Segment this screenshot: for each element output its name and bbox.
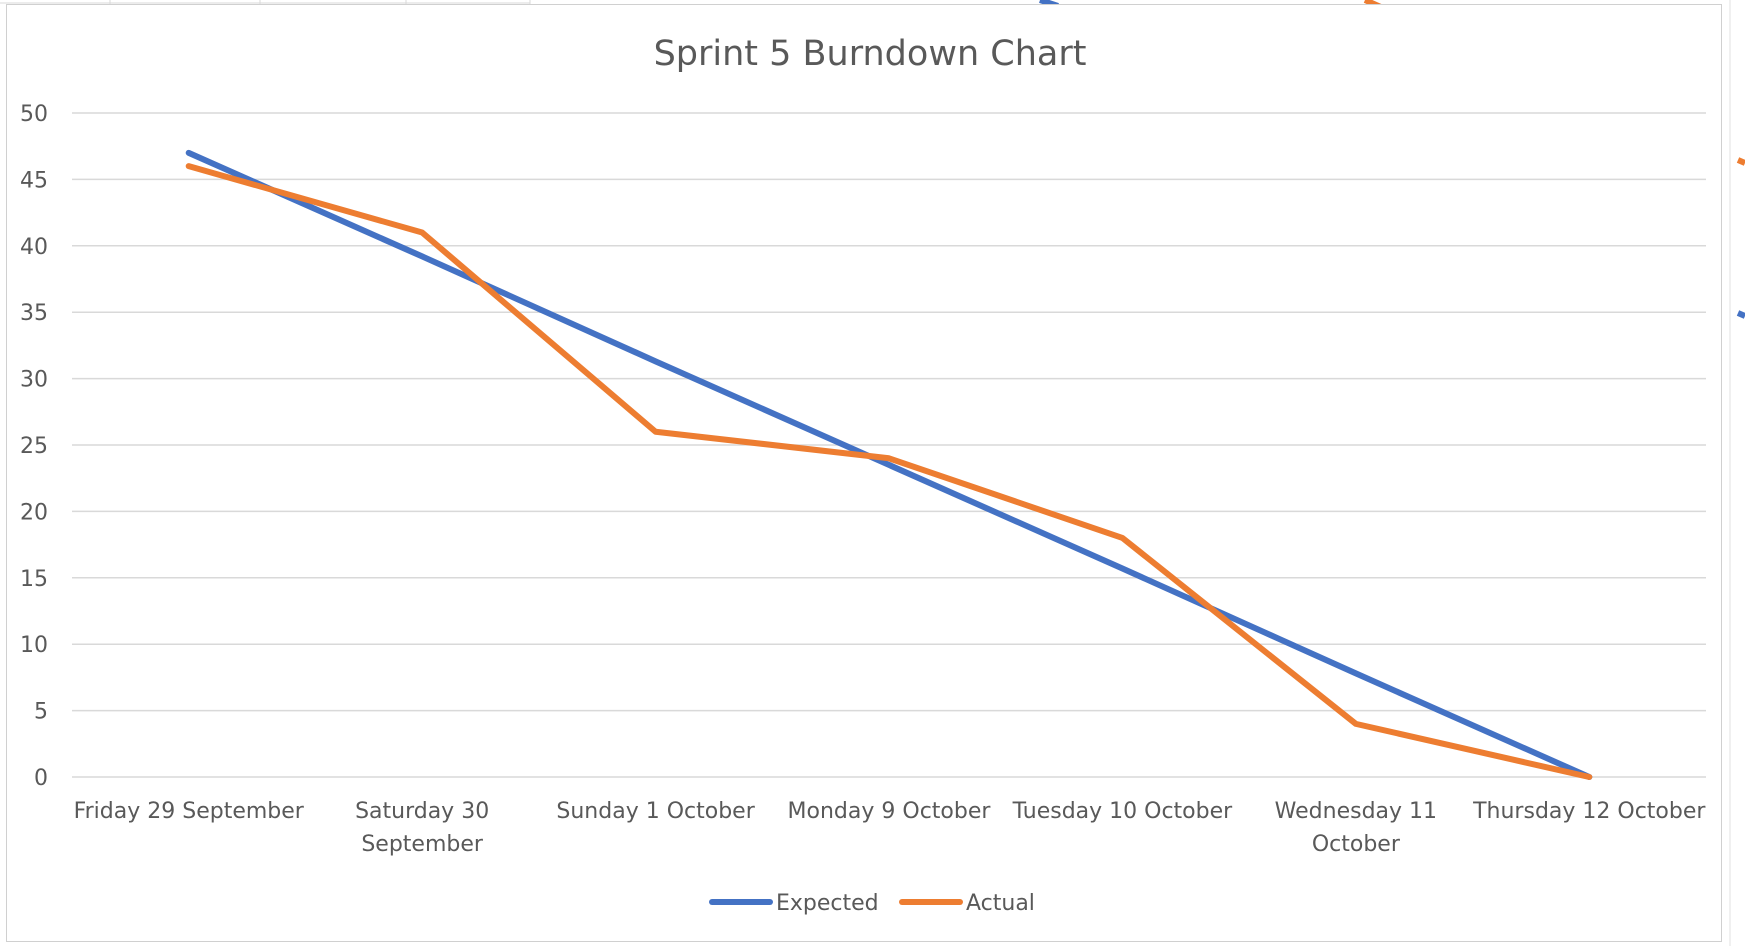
y-tick-label: 15: [20, 567, 48, 592]
y-tick-label: 35: [20, 301, 48, 326]
y-tick-label: 45: [20, 168, 48, 193]
x-tick-label: Friday 29 September: [74, 799, 305, 824]
legend-label-expected[interactable]: Expected: [776, 891, 879, 916]
x-tick-label: Wednesday 11 October: [1275, 799, 1437, 857]
chart-title: Sprint 5 Burndown Chart: [654, 34, 1087, 74]
y-tick-label: 30: [20, 368, 48, 393]
x-tick-label: Sunday 1 October: [556, 799, 755, 824]
y-tick-label: 50: [20, 102, 48, 127]
y-tick-label: 40: [20, 235, 48, 260]
x-tick-label: Tuesday 10 October: [1012, 799, 1233, 824]
x-tick-label: Monday 9 October: [788, 799, 992, 824]
x-tick-label: Thursday 12 October: [1472, 799, 1706, 824]
y-tick-label: 10: [20, 633, 48, 658]
y-tick-label: 25: [20, 434, 48, 459]
series-line-expected[interactable]: [185, 149, 1593, 780]
y-tick-label: 20: [20, 500, 48, 525]
series-line-actual[interactable]: [185, 163, 1593, 780]
chart-area[interactable]: [6, 4, 1722, 942]
legend-label-actual[interactable]: Actual: [966, 891, 1035, 916]
y-tick-label: 5: [34, 700, 48, 725]
x-tick-label: Saturday 30 September: [355, 799, 489, 857]
y-tick-label: 0: [34, 766, 48, 791]
